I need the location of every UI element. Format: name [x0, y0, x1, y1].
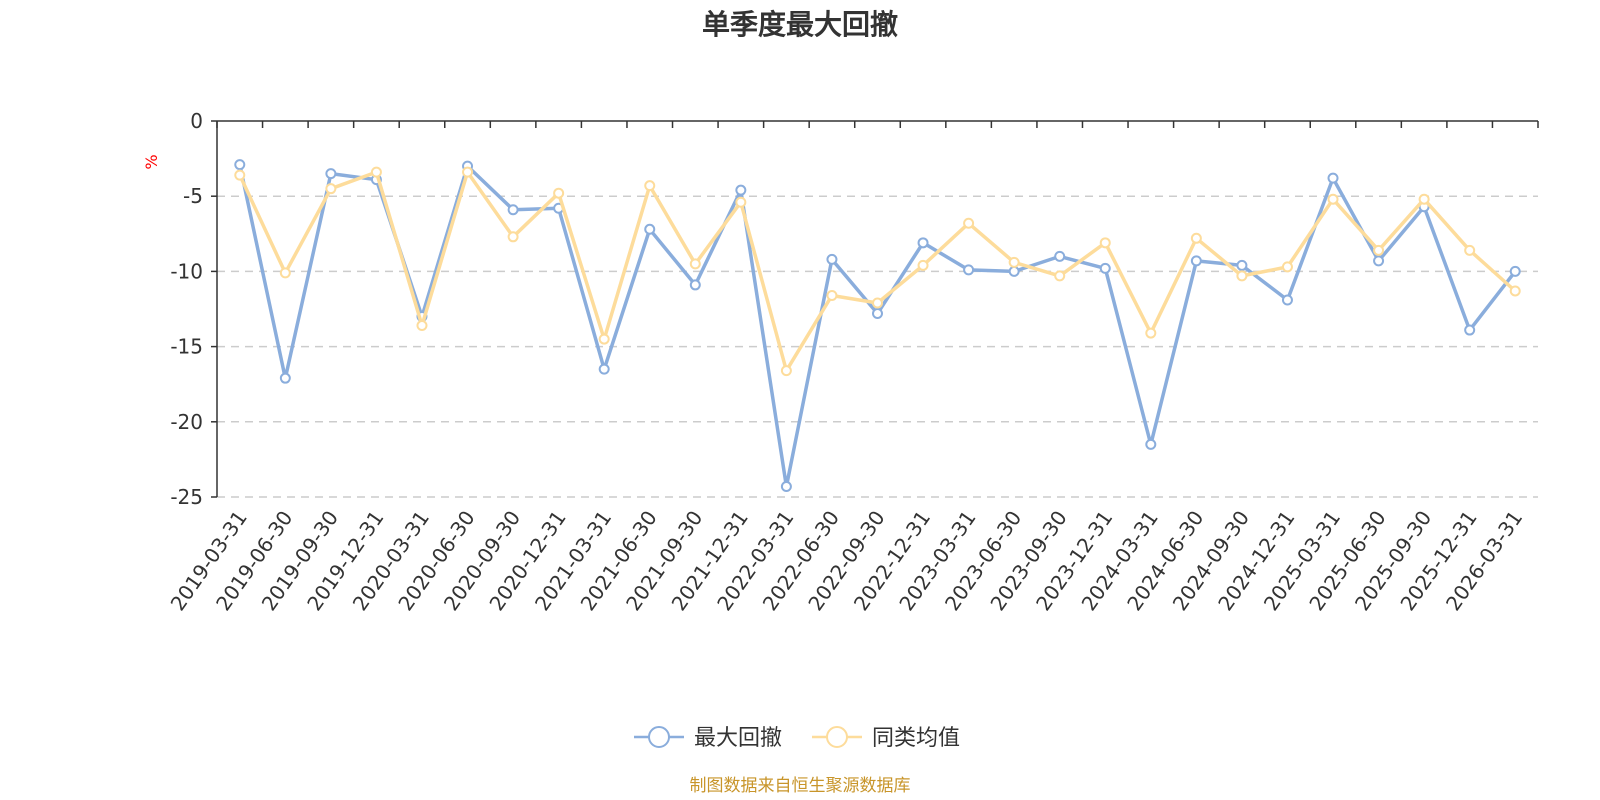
data-point-max-drawdown	[1054, 250, 1066, 262]
data-point-max-drawdown	[325, 168, 337, 180]
data-point-peer-average	[462, 166, 474, 178]
data-point-peer-average	[1509, 285, 1521, 297]
data-point-peer-average	[689, 258, 701, 270]
data-point-peer-average	[644, 180, 656, 192]
legend-label-peer-average: 同类均值	[872, 726, 960, 751]
series-peer-average	[234, 166, 1521, 377]
data-point-peer-average	[1281, 261, 1293, 273]
data-point-peer-average	[279, 267, 291, 279]
data-point-peer-average	[325, 183, 337, 195]
data-point-peer-average	[963, 217, 975, 229]
data-point-peer-average	[872, 297, 883, 309]
x-axis-ticks	[216, 121, 1539, 128]
data-point-max-drawdown	[917, 237, 929, 249]
y-axis-tick-label: 0	[190, 109, 203, 133]
data-point-max-drawdown	[279, 372, 291, 384]
data-point-max-drawdown	[1281, 294, 1293, 306]
data-point-peer-average	[1373, 244, 1385, 256]
data-point-max-drawdown	[1099, 262, 1111, 274]
y-axis-tick-label: -10	[170, 259, 203, 283]
data-point-peer-average	[1054, 270, 1066, 282]
y-axis-tick-labels: 0 -5 -10 -15 -20 -25	[170, 109, 203, 509]
data-point-max-drawdown	[1145, 438, 1157, 450]
chart-title: 单季度最大回撤	[702, 8, 898, 41]
y-unit-label: %	[142, 154, 161, 169]
data-point-peer-average	[826, 289, 838, 301]
legend-marker-peer-average	[826, 726, 848, 748]
y-axis-tick-label: -5	[183, 184, 203, 208]
data-point-peer-average	[780, 365, 792, 377]
data-point-peer-average	[917, 259, 929, 271]
axes	[216, 120, 1538, 497]
legend-item-peer-average[interactable]: 同类均值	[812, 726, 960, 751]
data-point-max-drawdown	[780, 480, 792, 492]
data-source-note: 制图数据来自恒生聚源数据库	[690, 776, 911, 796]
data-point-peer-average	[507, 231, 519, 243]
y-axis-tick-label: -15	[170, 335, 203, 359]
legend: 最大回撤 同类均值	[634, 726, 960, 751]
legend-label-max-drawdown: 最大回撤	[694, 726, 782, 751]
data-point-max-drawdown	[507, 204, 519, 216]
legend-item-max-drawdown[interactable]: 最大回撤	[634, 726, 782, 751]
data-point-max-drawdown	[1509, 265, 1521, 277]
data-point-peer-average	[1464, 244, 1476, 256]
data-point-peer-average	[1099, 237, 1111, 249]
y-axis-tick-label: -25	[170, 485, 203, 509]
x-axis-tick-labels: 2019-03-312019-06-302019-09-302019-12-31…	[166, 506, 1528, 615]
data-point-peer-average	[1236, 270, 1248, 282]
data-point-max-drawdown	[689, 279, 701, 291]
legend-marker-max-drawdown	[648, 726, 670, 748]
grid-lines	[211, 120, 1538, 498]
data-point-peer-average	[1327, 193, 1339, 205]
data-point-max-drawdown	[1327, 172, 1339, 184]
data-point-max-drawdown	[1190, 255, 1202, 267]
data-point-max-drawdown	[644, 223, 656, 235]
data-point-max-drawdown	[598, 363, 610, 375]
data-point-peer-average	[370, 166, 382, 178]
data-point-max-drawdown	[963, 264, 975, 276]
data-point-peer-average	[735, 196, 747, 208]
y-axis-tick-label: -20	[170, 410, 203, 434]
data-point-max-drawdown	[1008, 265, 1020, 277]
series	[234, 159, 1521, 492]
data-point-max-drawdown	[1373, 255, 1385, 267]
data-point-peer-average	[1145, 327, 1157, 339]
data-point-peer-average	[1190, 232, 1202, 244]
data-point-max-drawdown	[735, 184, 747, 196]
data-point-max-drawdown	[872, 308, 883, 320]
data-point-max-drawdown	[1236, 259, 1248, 271]
data-point-peer-average	[234, 169, 246, 181]
data-point-peer-average	[1008, 256, 1020, 268]
data-point-peer-average	[416, 320, 428, 332]
data-point-max-drawdown	[234, 159, 246, 171]
data-point-peer-average	[598, 333, 610, 345]
data-point-peer-average	[1418, 193, 1430, 205]
data-point-max-drawdown	[1464, 324, 1476, 336]
data-point-max-drawdown	[826, 253, 838, 265]
data-point-peer-average	[553, 187, 565, 199]
